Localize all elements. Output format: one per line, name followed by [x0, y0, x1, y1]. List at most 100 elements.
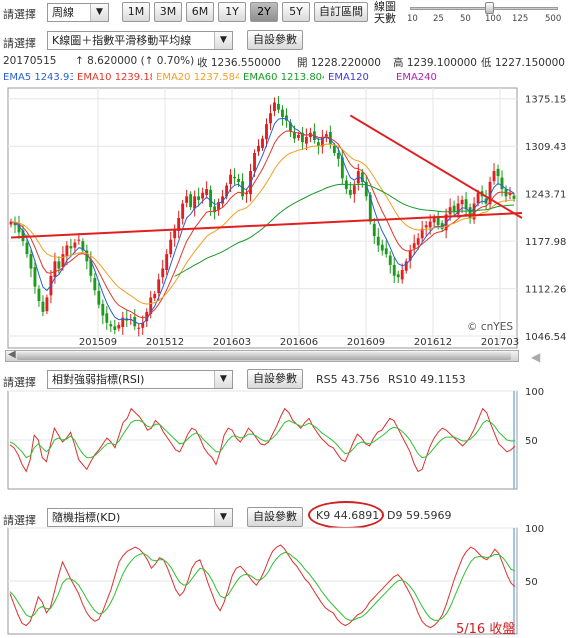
ema-line-ema5	[10, 117, 515, 325]
chevron-down-icon: ▼	[214, 32, 232, 49]
main-select-label: 請選擇	[3, 37, 36, 50]
chevron-down-icon: ▼	[90, 4, 108, 21]
range-button-5y[interactable]: 5Y	[282, 2, 310, 22]
candle-body	[281, 109, 284, 117]
y-tick-label: 1112.26	[525, 285, 566, 296]
kd-indicator-select[interactable]: 隨機指標(KD) ▼	[47, 508, 233, 527]
ema-line-ema20	[10, 143, 515, 305]
candle-body	[189, 194, 193, 208]
candle-body	[384, 248, 388, 255]
candle-body	[253, 153, 256, 172]
ema-legend-item: EMA20 1237.5845	[156, 72, 239, 83]
candle-body	[73, 242, 77, 248]
candle-body	[197, 196, 201, 200]
kd-custom-params-button[interactable]: 自設參數	[247, 507, 303, 527]
info-close: 收 1236.550000	[197, 57, 281, 69]
candle-body	[25, 242, 29, 255]
main-custom-params-button[interactable]: 自設參數	[247, 30, 303, 50]
candle-body	[380, 244, 384, 251]
candle-body	[173, 228, 177, 239]
candle-body	[93, 277, 97, 291]
candle-body	[432, 218, 436, 223]
chevron-down-icon: ▼	[214, 509, 232, 526]
x-tick-label: 201703	[481, 337, 519, 348]
kd-select-label: 請選擇	[3, 514, 36, 527]
days-tick-label: 10	[407, 14, 418, 24]
candle-body	[217, 202, 221, 211]
candle-body	[320, 137, 324, 147]
copyright-label: © cnYES	[467, 321, 513, 333]
candle-body	[452, 205, 456, 213]
candle-body	[500, 177, 504, 190]
period-select[interactable]: 周線 ▼	[47, 3, 109, 22]
candle-body	[233, 176, 236, 179]
candle-body	[296, 134, 300, 138]
select-label: 請選擇	[3, 8, 36, 21]
candle-body	[113, 326, 117, 330]
candle-body	[61, 254, 65, 268]
candle-body	[416, 238, 420, 245]
candle-body	[161, 268, 165, 278]
range-button-6m[interactable]: 6M	[186, 2, 214, 22]
trendline	[10, 211, 523, 239]
x-tick-label: 201509	[79, 337, 117, 348]
candle-body	[488, 181, 492, 205]
candle-body	[400, 270, 404, 280]
footer-note: 5/16 收盤	[456, 622, 516, 637]
candle-body	[201, 192, 205, 199]
range-button-2y[interactable]: 2Y	[250, 2, 278, 22]
days-slider-track[interactable]	[410, 7, 558, 10]
candle-body	[396, 274, 400, 278]
candle-body	[65, 245, 69, 257]
range-button-1m[interactable]: 1M	[122, 2, 150, 22]
chevron-down-icon: ▼	[214, 371, 232, 388]
range-button-3m[interactable]: 3M	[154, 2, 182, 22]
main-indicator-select[interactable]: K線圖＋指數平滑移動平均線 ▼	[47, 31, 233, 50]
range-button-1y[interactable]: 1Y	[218, 2, 246, 22]
rsi10-value: RS10 49.1153	[388, 373, 466, 386]
days-label: 線圖 天數	[374, 1, 396, 25]
candlestick-chart: 1375.15 1309.43 1243.71 1177.98 1112.26 1046.…	[7, 87, 566, 349]
candle-body	[13, 222, 17, 226]
y-tick-label: 1309.43	[525, 142, 566, 153]
candle-body	[476, 192, 480, 204]
rsi-custom-params-button[interactable]: 自設參數	[247, 369, 303, 389]
scroll-right-icon[interactable]: ◀	[531, 350, 541, 364]
candle-body	[41, 301, 45, 312]
scroll-left-icon[interactable]: ◀	[8, 349, 16, 360]
ema-line-ema10	[10, 130, 515, 319]
candle-body	[404, 261, 408, 271]
candle-body	[364, 181, 368, 197]
candle-body	[468, 207, 472, 218]
candle-body	[388, 255, 392, 265]
ema-line-ema60	[174, 183, 515, 277]
candle-body	[177, 218, 181, 231]
candle-body	[29, 254, 33, 269]
rsi-indicator-select[interactable]: 相對強弱指標(RSI) ▼	[47, 370, 233, 389]
candle-body	[225, 185, 229, 197]
days-tick-label: 50	[460, 14, 471, 24]
candle-body	[169, 239, 173, 255]
candle-body	[109, 324, 113, 327]
rsi5-value: RS5 43.756	[316, 373, 380, 386]
candle-body	[289, 122, 292, 132]
range-button-自訂區間[interactable]: 自訂區間	[314, 2, 368, 22]
candle-body	[97, 290, 101, 305]
y-tick-label: 50	[525, 577, 538, 588]
ema-legend-item: EMA60 1213.8048	[243, 72, 324, 83]
main-indicator-value: K線圖＋指數平滑移動平均線	[52, 34, 192, 47]
candle-body	[117, 324, 121, 329]
series-line-k9	[9, 544, 516, 629]
scrollbar-thumb[interactable]	[17, 352, 511, 360]
candle-body	[392, 264, 396, 276]
candle-body	[512, 195, 516, 199]
candle-body	[428, 221, 432, 228]
ema-legend-item: EMA120	[328, 72, 369, 83]
candle-body	[9, 221, 13, 225]
days-tick-label: 100	[485, 14, 502, 24]
chart-scrollbar[interactable]: ◀	[5, 349, 519, 362]
x-tick-label: 201603	[213, 337, 251, 348]
x-tick-label: 201612	[414, 337, 452, 348]
days-tick-label: 125	[512, 14, 529, 24]
days-slider-handle[interactable]	[485, 2, 494, 14]
